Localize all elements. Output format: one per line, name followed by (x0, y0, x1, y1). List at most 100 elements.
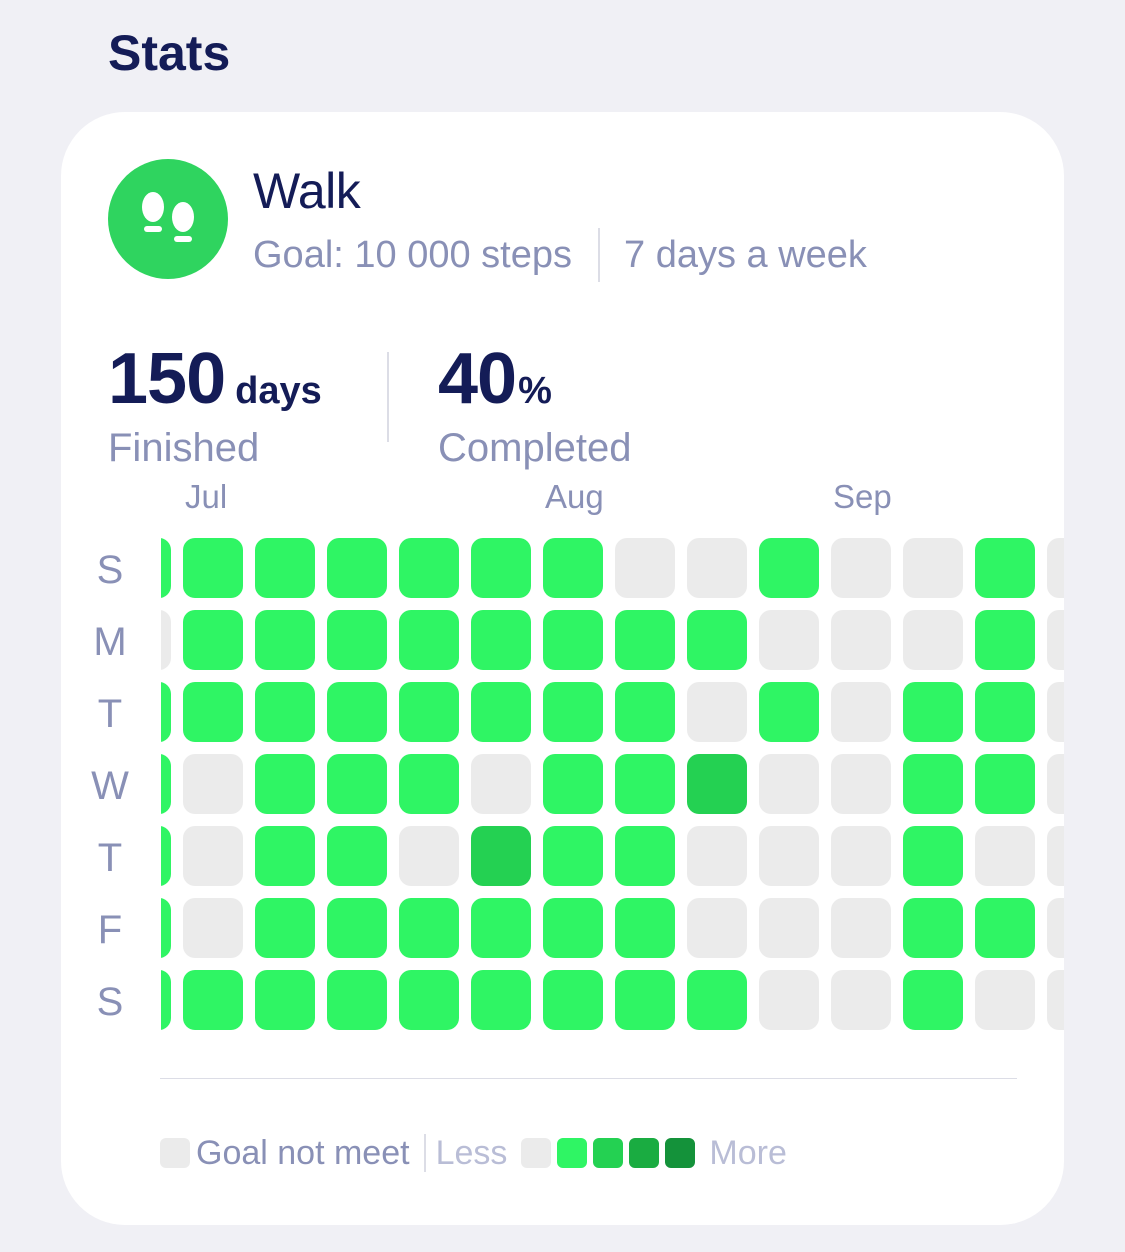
heatmap-day-cell[interactable] (1047, 898, 1064, 958)
heatmap-day-cell[interactable] (759, 898, 819, 958)
heatmap-day-cell[interactable] (399, 970, 459, 1030)
heatmap-day-cell[interactable] (471, 898, 531, 958)
heatmap-day-cell[interactable] (327, 826, 387, 886)
heatmap-day-cell[interactable] (399, 610, 459, 670)
heatmap-day-cell[interactable] (831, 538, 891, 598)
heatmap-day-cell[interactable] (161, 970, 171, 1030)
heatmap-day-cell[interactable] (543, 538, 603, 598)
heatmap-day-cell[interactable] (903, 538, 963, 598)
heatmap-day-cell[interactable] (471, 682, 531, 742)
heatmap-day-cell[interactable] (831, 898, 891, 958)
heatmap-day-cell[interactable] (327, 898, 387, 958)
heatmap-day-cell[interactable] (255, 538, 315, 598)
heatmap-day-cell[interactable] (687, 970, 747, 1030)
heatmap-day-cell[interactable] (615, 754, 675, 814)
heatmap-day-cell[interactable] (543, 610, 603, 670)
heatmap-day-cell[interactable] (903, 898, 963, 958)
heatmap-day-cell[interactable] (543, 898, 603, 958)
heatmap-day-cell[interactable] (903, 970, 963, 1030)
heatmap-day-cell[interactable] (831, 754, 891, 814)
heatmap-day-cell[interactable] (759, 754, 819, 814)
heatmap-day-cell[interactable] (903, 754, 963, 814)
heatmap-day-cell[interactable] (831, 682, 891, 742)
heatmap-day-cell[interactable] (975, 898, 1035, 958)
heatmap-day-cell[interactable] (831, 610, 891, 670)
heatmap-day-cell[interactable] (759, 610, 819, 670)
heatmap-day-cell[interactable] (759, 682, 819, 742)
heatmap-day-cell[interactable] (615, 682, 675, 742)
heatmap-day-cell[interactable] (471, 826, 531, 886)
heatmap-day-cell[interactable] (975, 682, 1035, 742)
heatmap-day-cell[interactable] (183, 826, 243, 886)
heatmap-day-cell[interactable] (161, 826, 171, 886)
heatmap-day-cell[interactable] (975, 538, 1035, 598)
heatmap-day-cell[interactable] (687, 754, 747, 814)
heatmap-day-cell[interactable] (183, 610, 243, 670)
heatmap-day-cell[interactable] (183, 754, 243, 814)
heatmap-day-cell[interactable] (543, 754, 603, 814)
heatmap-day-cell[interactable] (903, 826, 963, 886)
heatmap-day-cell[interactable] (759, 538, 819, 598)
heatmap-day-cell[interactable] (759, 970, 819, 1030)
heatmap-day-cell[interactable] (975, 970, 1035, 1030)
heatmap-day-cell[interactable] (327, 610, 387, 670)
heatmap-day-cell[interactable] (255, 754, 315, 814)
heatmap-day-cell[interactable] (615, 898, 675, 958)
heatmap-day-cell[interactable] (327, 682, 387, 742)
heatmap-day-cell[interactable] (327, 538, 387, 598)
heatmap-day-cell[interactable] (161, 610, 171, 670)
heatmap-day-cell[interactable] (471, 538, 531, 598)
heatmap-day-cell[interactable] (183, 538, 243, 598)
heatmap-day-cell[interactable] (1047, 610, 1064, 670)
heatmap-day-cell[interactable] (399, 754, 459, 814)
heatmap-day-cell[interactable] (615, 826, 675, 886)
heatmap-day-cell[interactable] (255, 682, 315, 742)
habit-stats-card[interactable]: Walk Goal: 10 000 steps 7 days a week 15… (61, 112, 1064, 1225)
heatmap-day-cell[interactable] (399, 682, 459, 742)
heatmap-day-cell[interactable] (327, 970, 387, 1030)
heatmap-day-cell[interactable] (183, 682, 243, 742)
heatmap-day-cell[interactable] (183, 898, 243, 958)
heatmap-day-cell[interactable] (471, 754, 531, 814)
heatmap-day-cell[interactable] (399, 826, 459, 886)
heatmap-day-cell[interactable] (903, 610, 963, 670)
heatmap-day-cell[interactable] (327, 754, 387, 814)
heatmap-day-cell[interactable] (255, 610, 315, 670)
heatmap-day-cell[interactable] (975, 610, 1035, 670)
activity-heatmap[interactable] (161, 538, 1064, 1030)
heatmap-day-cell[interactable] (543, 826, 603, 886)
heatmap-day-cell[interactable] (831, 970, 891, 1030)
heatmap-day-cell[interactable] (1047, 826, 1064, 886)
heatmap-day-cell[interactable] (975, 826, 1035, 886)
heatmap-day-cell[interactable] (1047, 682, 1064, 742)
heatmap-day-cell[interactable] (831, 826, 891, 886)
heatmap-day-cell[interactable] (615, 538, 675, 598)
heatmap-day-cell[interactable] (687, 826, 747, 886)
heatmap-day-cell[interactable] (161, 538, 171, 598)
heatmap-day-cell[interactable] (975, 754, 1035, 814)
heatmap-day-cell[interactable] (687, 682, 747, 742)
heatmap-day-cell[interactable] (903, 682, 963, 742)
heatmap-day-cell[interactable] (399, 898, 459, 958)
heatmap-day-cell[interactable] (399, 538, 459, 598)
heatmap-day-cell[interactable] (759, 826, 819, 886)
heatmap-day-cell[interactable] (471, 610, 531, 670)
heatmap-day-cell[interactable] (687, 898, 747, 958)
heatmap-day-cell[interactable] (183, 970, 243, 1030)
heatmap-day-cell[interactable] (543, 682, 603, 742)
heatmap-day-cell[interactable] (615, 610, 675, 670)
heatmap-day-cell[interactable] (161, 754, 171, 814)
heatmap-day-cell[interactable] (1047, 970, 1064, 1030)
heatmap-day-cell[interactable] (161, 682, 171, 742)
heatmap-day-cell[interactable] (161, 898, 171, 958)
heatmap-day-cell[interactable] (255, 898, 315, 958)
heatmap-day-cell[interactable] (255, 970, 315, 1030)
heatmap-day-cell[interactable] (1047, 754, 1064, 814)
heatmap-day-cell[interactable] (687, 538, 747, 598)
heatmap-day-cell[interactable] (1047, 538, 1064, 598)
heatmap-day-cell[interactable] (687, 610, 747, 670)
heatmap-day-cell[interactable] (543, 970, 603, 1030)
heatmap-day-cell[interactable] (255, 826, 315, 886)
heatmap-day-cell[interactable] (471, 970, 531, 1030)
heatmap-day-cell[interactable] (615, 970, 675, 1030)
